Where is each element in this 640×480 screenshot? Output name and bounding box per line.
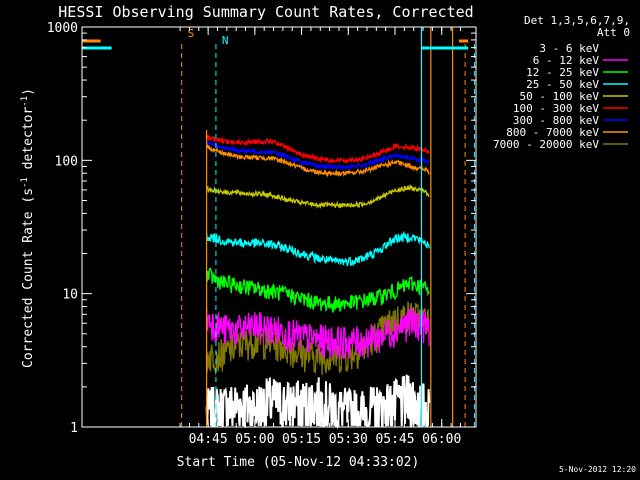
x-tick-label-05:00: 05:00 [235, 432, 274, 447]
legend-header-line1: Det 1,3,5,6,7,9, [524, 14, 630, 27]
axis-ticks: 04:45 05:00 05:15 05:30 05:45 06:00 1 10 100 1000 [47, 21, 476, 447]
x-axis-label: Start Time (05-Nov-12 04:33:02) [177, 455, 420, 470]
plot-frame [81, 26, 477, 428]
series-line-6_12keV [205, 307, 430, 360]
chart-title: HESSI Observing Summary Count Rates, Cor… [58, 3, 473, 21]
x-tick-label-05:30: 05:30 [329, 432, 368, 447]
series-line-100_300keV [206, 135, 430, 164]
legend-label-2: 12 - 25 keV [526, 66, 599, 79]
legend-label-3: 25 - 50 keV [526, 78, 599, 91]
series-line-3_6keV [205, 374, 431, 430]
legend-label-0: 3 - 6 keV [539, 42, 599, 55]
series-line-300_800keV [206, 139, 430, 172]
y-tick-label-1000: 1000 [47, 21, 78, 36]
y-axis-label-sup1: -1 [20, 177, 30, 188]
y-axis-label-main: Corrected Count Rate (s [21, 188, 36, 368]
series-line-12_25keV [205, 267, 430, 313]
legend-label-1: 6 - 12 keV [533, 54, 600, 67]
legend-label-7: 800 - 7000 keV [506, 126, 599, 139]
legend-label-6: 300 - 800 keV [513, 114, 599, 127]
legend-label-4: 50 - 100 keV [520, 90, 600, 103]
legend-label-5: 100 - 300 keV [513, 102, 599, 115]
y-axis-label: Corrected Count Rate (s-1 detector-1) [20, 88, 36, 368]
y-tick-label-10: 10 [62, 288, 78, 303]
x-tick-label-04:45: 04:45 [189, 432, 228, 447]
x-tick-label-06:00: 06:00 [422, 432, 461, 447]
x-tick-label-05:15: 05:15 [282, 432, 321, 447]
series-line-25_50keV [205, 230, 430, 267]
y-tick-label-1: 1 [70, 421, 78, 436]
x-tick-label-05:45: 05:45 [375, 432, 414, 447]
series-line-50_100keV [206, 183, 430, 210]
y-axis-label-sup2: -1 [20, 96, 30, 107]
legend-header-line2: Att 0 [597, 26, 630, 39]
legend-label-8: 7000 - 20000 keV [493, 138, 599, 151]
marker-label-S: S [188, 27, 195, 40]
marker-label-N: N [222, 34, 229, 47]
timestamp: 5-Nov-2012 12:20 [559, 465, 636, 474]
plot-area: SN [82, 27, 475, 430]
y-tick-label-100: 100 [55, 154, 78, 169]
y-axis-label-mid: detector [21, 107, 36, 178]
series-line-800_7000keV [205, 143, 430, 178]
y-axis-label-end: ) [21, 88, 36, 96]
